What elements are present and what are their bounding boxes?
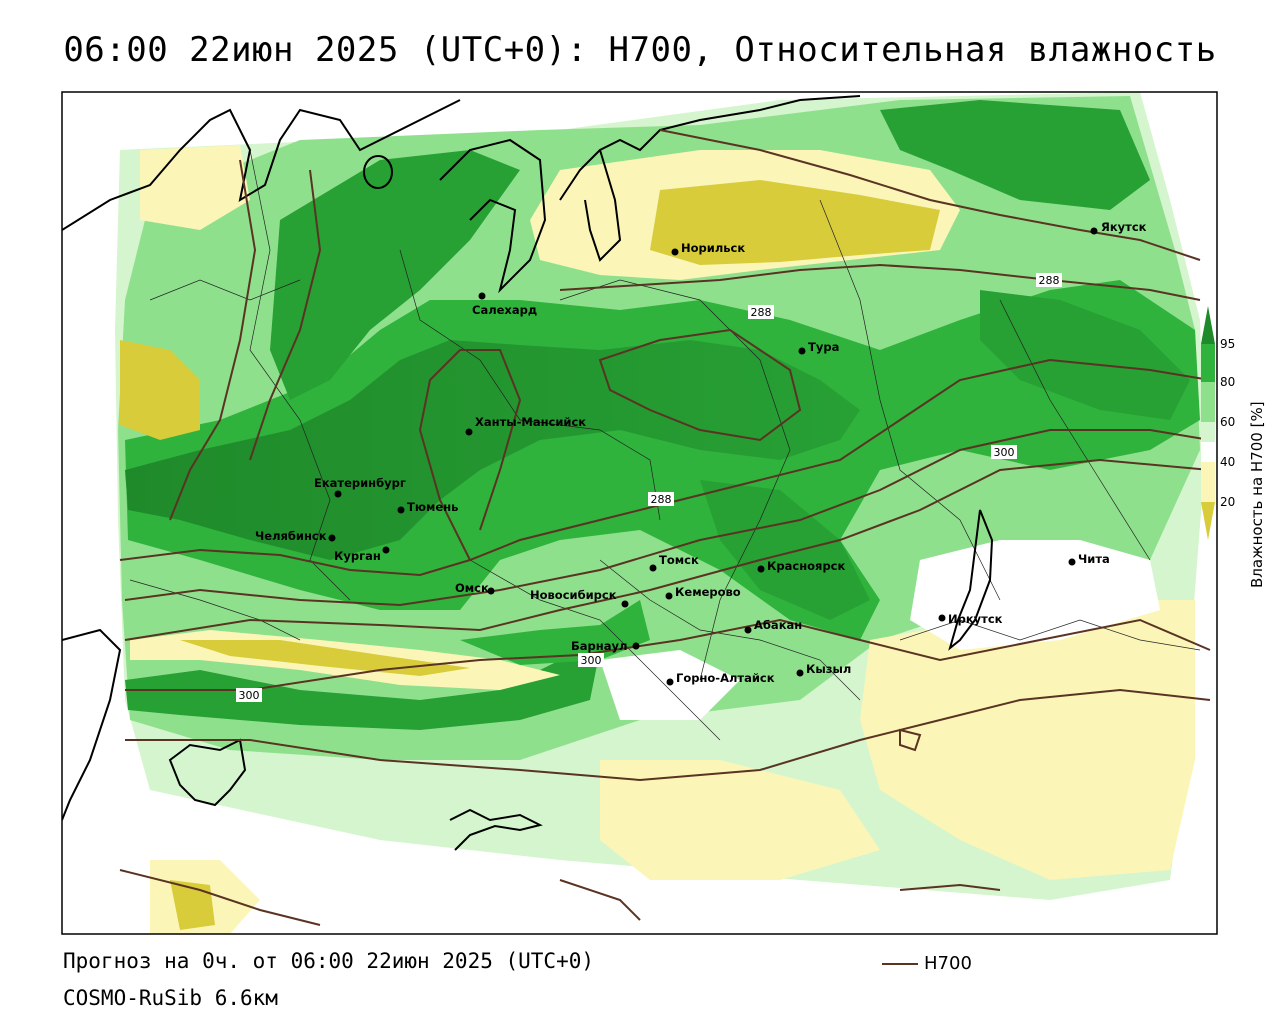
city-chita: Чита: [1068, 552, 1110, 566]
colorbar-40-50: [1201, 442, 1215, 462]
city-label: Горно-Алтайск: [676, 671, 775, 685]
city-label: Новосибирск: [530, 588, 617, 602]
city-norilsk: Норильск: [671, 241, 745, 256]
city-label: Омск: [455, 581, 489, 595]
humidity-above-95-north: [270, 150, 520, 400]
city-label: Абакан: [754, 618, 802, 632]
isoline-label: 288: [751, 306, 772, 319]
colorbar: 95 80 60 40 20 Влажность на H700 [%]: [1201, 306, 1266, 588]
city-gorno-altaysk: Горно-Алтайск: [666, 671, 775, 686]
colorbar-above-95: [1201, 306, 1215, 344]
humidity-below-20-north: [650, 180, 940, 265]
colorbar-20-40: [1201, 462, 1215, 502]
city-kemerovo: Кемерово: [665, 585, 741, 600]
colorbar-tick: 80: [1220, 375, 1235, 389]
city-tomsk: Томск: [649, 553, 699, 572]
city-yakutsk: Якутск: [1090, 220, 1147, 235]
city-novosibirsk: Новосибирск: [530, 588, 629, 608]
city-tura: Тура: [798, 340, 839, 355]
city-label: Ханты-Мансийск: [475, 415, 586, 429]
colorbar-tick: 95: [1220, 337, 1235, 351]
humidity-below-20-sw: [170, 880, 215, 930]
humidity-below-20-west: [120, 340, 200, 440]
city-tyumen: Тюмень: [397, 500, 458, 514]
colorbar-80-95: [1201, 344, 1215, 382]
forecast-info: Прогноз на 0ч. от 06:00 22июн 2025 (UTC+…: [63, 949, 595, 973]
humidity-field: [115, 92, 1205, 934]
isoline-label: 300: [239, 689, 260, 702]
humidity-20-40-se: [860, 600, 1195, 880]
region-borders: [129, 149, 1201, 741]
isoline-swatch: [882, 962, 918, 965]
city-abakan: Абакан: [744, 618, 802, 634]
city-barnaul: Барнаул: [571, 639, 640, 653]
humidity-above-95-south-band: [125, 650, 600, 730]
colorbar-tick: 20: [1220, 495, 1235, 509]
cities: Якутск Норильск Салехард Тура Ханты-Манс…: [255, 220, 1147, 686]
humidity-above-95-area: [125, 340, 860, 560]
isoline-label: 300: [581, 654, 602, 667]
city-irkutsk: Иркутск: [938, 612, 1003, 626]
coastlines: [62, 95, 994, 851]
map-title: 06:00 22июн 2025 (UTC+0): H700, Относите…: [63, 30, 1217, 70]
city-kurgan: Курган: [334, 546, 390, 563]
colorbar-tick: 60: [1220, 415, 1235, 429]
city-label: Якутск: [1101, 220, 1147, 234]
city-label: Екатеринбург: [314, 476, 406, 490]
city-salekhard: Салехард: [472, 292, 537, 317]
colorbar-50-60: [1201, 422, 1215, 442]
city-khanty-mansiysk: Ханты-Мансийск: [465, 415, 586, 436]
city-kyzyl: Кызыл: [796, 662, 851, 677]
city-label: Чита: [1078, 552, 1110, 566]
colorbar-tick: 40: [1220, 455, 1235, 469]
city-label: Челябинск: [255, 529, 327, 543]
map-frame: [61, 91, 1218, 935]
colorbar-60-80: [1201, 382, 1215, 422]
city-label: Салехард: [472, 303, 537, 317]
model-name: COSMO-RuSib 6.6км: [63, 986, 278, 1010]
humidity-20-40-nw: [140, 145, 250, 230]
city-label: Норильск: [681, 241, 745, 255]
city-label: Кызыл: [806, 662, 851, 676]
city-label: Тюмень: [407, 500, 458, 514]
city-chelyabinsk: Челябинск: [255, 529, 336, 543]
humidity-20-40-south: [600, 760, 880, 880]
humidity-below-20-band: [180, 640, 470, 676]
city-label: Кемерово: [675, 585, 741, 599]
isoline-label: 288: [1039, 274, 1060, 287]
city-omsk: Омск: [455, 581, 495, 595]
city-label: Курган: [334, 549, 381, 563]
city-label: Барнаул: [571, 639, 627, 653]
city-label: Иркутск: [948, 612, 1003, 626]
colorbar-title: Влажность на H700 [%]: [1248, 401, 1266, 588]
city-yekaterinburg: Екатеринбург: [314, 476, 406, 498]
isoline-legend: H700: [882, 953, 972, 974]
colorbar-below-20: [1201, 502, 1215, 540]
h700-isolines: [119, 129, 1211, 926]
isoline-label: 288: [651, 493, 672, 506]
humidity-above-95-east: [980, 290, 1190, 420]
city-krasnoyarsk: Красноярск: [757, 559, 845, 573]
city-label: Тура: [808, 340, 839, 354]
city-label: Томск: [659, 553, 699, 567]
isoline-labels: 288 288 288 300 300 300: [236, 273, 1062, 702]
humidity-above-95-krasnoyarsk: [700, 480, 870, 620]
humidity-80-95-south: [460, 600, 650, 665]
isoline-legend-label: H700: [924, 953, 972, 974]
isoline-label: 300: [994, 446, 1015, 459]
humidity-above-95-ne: [880, 100, 1150, 210]
city-label: Красноярск: [767, 559, 845, 573]
